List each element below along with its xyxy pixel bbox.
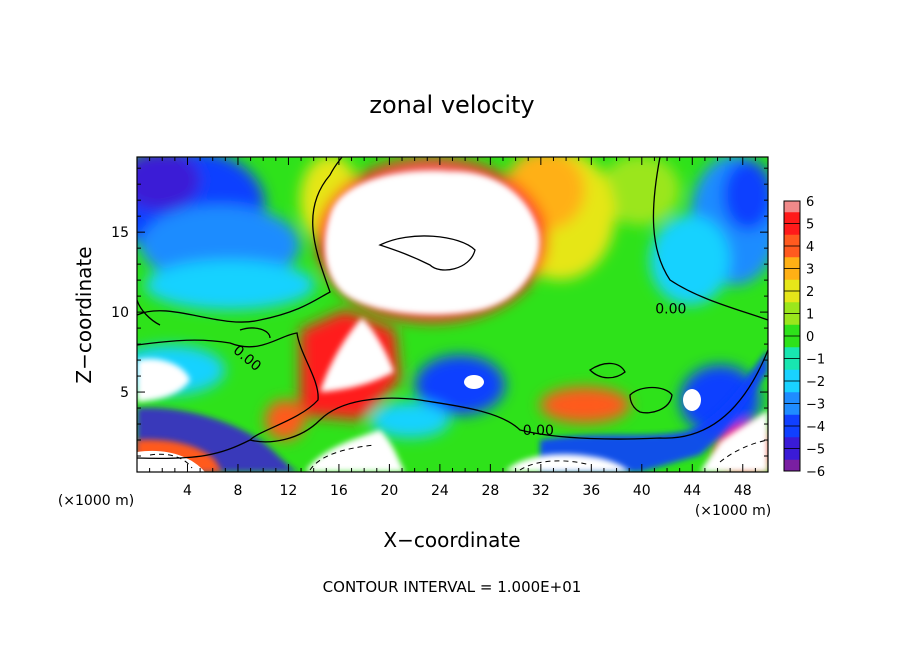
x-tick-label: 48 xyxy=(734,483,752,499)
chart-title: zonal velocity xyxy=(369,91,534,119)
colorbar-bin xyxy=(784,459,800,472)
x-axis-label: X−coordinate xyxy=(383,528,520,552)
colorbar-tick-label: 0 xyxy=(806,330,814,345)
colorbar-tick-label: −5 xyxy=(806,443,825,458)
colorbar-bin xyxy=(784,426,800,438)
x-tick-label: 44 xyxy=(683,483,701,499)
colorbar-bin xyxy=(784,313,800,326)
x-tick-label: 4 xyxy=(183,483,192,499)
x-unit-right: (×1000 m) xyxy=(695,503,771,519)
colorbar-bin xyxy=(784,336,800,348)
colorbar-bin xyxy=(784,324,800,337)
colorbar-bin xyxy=(784,223,800,236)
colorbar-tick-label: 4 xyxy=(806,240,814,255)
colorbar-bin xyxy=(784,369,800,382)
x-unit-left: (×1000 m) xyxy=(58,493,134,509)
x-tick-label: 36 xyxy=(582,483,600,499)
colorbar-bin xyxy=(784,257,800,269)
colorbar-bin xyxy=(784,392,800,404)
colorbar-bin xyxy=(784,279,800,292)
x-tick-label: 12 xyxy=(280,483,298,499)
colorbar-bin xyxy=(784,268,800,281)
colorbar-tick-label: 3 xyxy=(806,263,814,278)
x-axis: 4 8 12 16 20 24 28 32 36 40 44 48 xyxy=(149,157,756,499)
y-tick-label: 5 xyxy=(120,385,129,401)
colorbar-tick-label: −4 xyxy=(806,420,825,435)
colorbar-bin xyxy=(784,291,800,303)
colorbar-tick-label: 5 xyxy=(806,218,814,233)
contour-label: 0.00 xyxy=(655,302,686,318)
y-axis-label: Z−coordinate xyxy=(72,246,96,383)
colorbar-bin xyxy=(784,414,800,427)
x-tick-label: 32 xyxy=(532,483,550,499)
colorbar-tick-label: −6 xyxy=(806,465,825,480)
colorbar-bin xyxy=(784,448,800,461)
y-tick-label: 15 xyxy=(111,225,129,241)
contour-lines xyxy=(137,157,768,460)
colorbar-bin xyxy=(784,437,800,449)
colorbar-tick-label: −3 xyxy=(806,398,825,413)
colorbar-tick-label: −1 xyxy=(806,353,825,368)
colorbar-tick-label: 2 xyxy=(806,285,814,300)
x-tick-label: 28 xyxy=(481,483,499,499)
colorbar-tick-label: −2 xyxy=(806,375,825,390)
y-tick-label: 10 xyxy=(111,305,129,321)
colorbar-bin xyxy=(784,201,800,213)
colorbar-tick-label: 6 xyxy=(806,195,814,210)
contour-interval-note: CONTOUR INTERVAL = 1.000E+01 xyxy=(323,578,582,596)
colorbar-bin xyxy=(784,246,800,258)
colorbar-bin xyxy=(784,302,800,314)
colorbar-tick-label: 1 xyxy=(806,308,814,323)
heatmap-field xyxy=(137,157,768,472)
colorbar-bin xyxy=(784,212,800,224)
colorbar: 6 5 4 3 2 1 0 −1 −2 −3 −4 −5 −6 xyxy=(783,195,825,480)
colorbar-bin xyxy=(784,347,800,359)
contour-label: 0.00 xyxy=(523,423,554,439)
colorbar-bin xyxy=(784,358,800,371)
x-tick-label: 24 xyxy=(431,483,449,499)
x-tick-label: 40 xyxy=(633,483,651,499)
x-tick-label: 16 xyxy=(330,483,348,499)
y-axis: 5 10 15 xyxy=(111,167,768,457)
x-tick-label: 8 xyxy=(233,483,242,499)
colorbar-bin xyxy=(784,381,800,393)
colorbar-bin xyxy=(784,234,800,247)
colorbar-bin xyxy=(784,403,800,416)
x-tick-label: 20 xyxy=(380,483,398,499)
